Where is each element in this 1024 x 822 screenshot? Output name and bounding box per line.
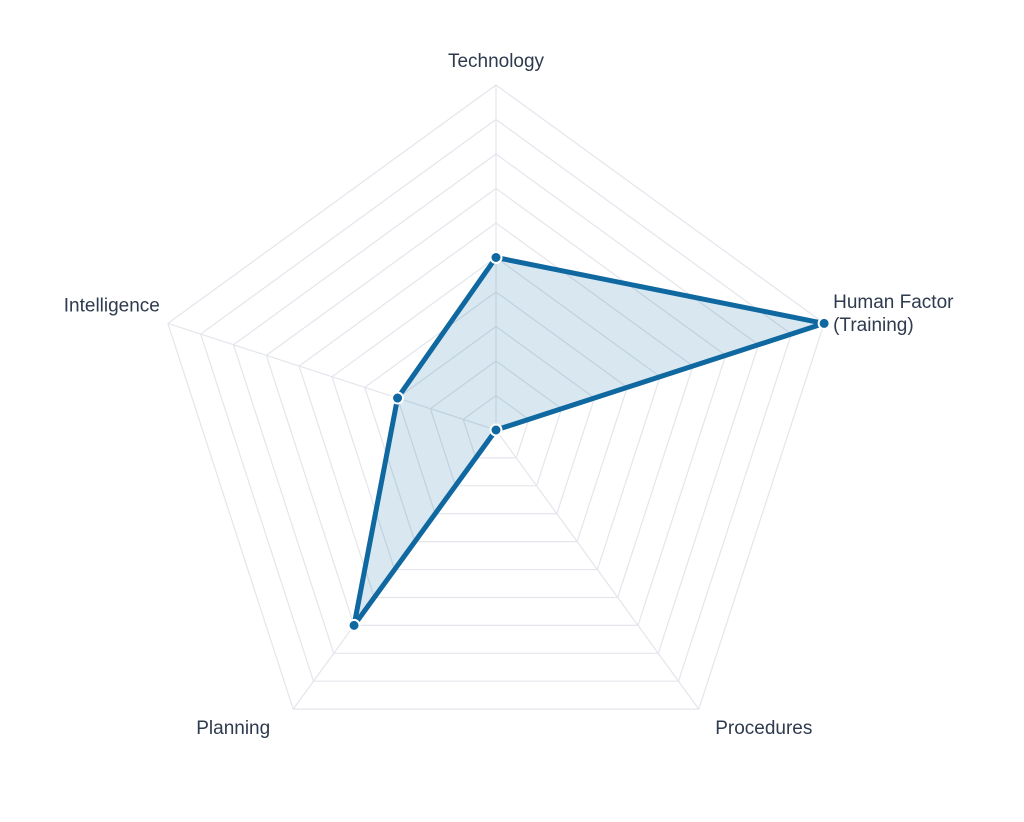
spoke	[167, 322, 497, 431]
grid-ring	[232, 153, 760, 654]
grid-ring	[199, 118, 793, 682]
grid-ring	[396, 325, 596, 515]
axis-label: Technology	[447, 51, 545, 72]
grid-ring	[331, 256, 661, 571]
data-point	[817, 316, 831, 330]
grid-ring	[167, 84, 825, 710]
data-point	[347, 618, 361, 632]
grid-ring	[265, 187, 727, 626]
grid-ring	[429, 360, 563, 487]
data-point	[489, 251, 503, 264]
series-area	[351, 255, 827, 628]
axis-label: Intelligence	[63, 295, 160, 317]
axis-label: Planning	[196, 718, 271, 740]
data-point	[391, 391, 405, 405]
grid-ring	[364, 291, 628, 543]
grid-ring	[462, 394, 530, 459]
axis-label: Human Factor (Training)	[833, 292, 954, 337]
spoke	[495, 429, 700, 710]
data-point	[489, 423, 503, 437]
axis-label: Procedures	[715, 718, 813, 740]
grid-ring	[298, 222, 694, 599]
